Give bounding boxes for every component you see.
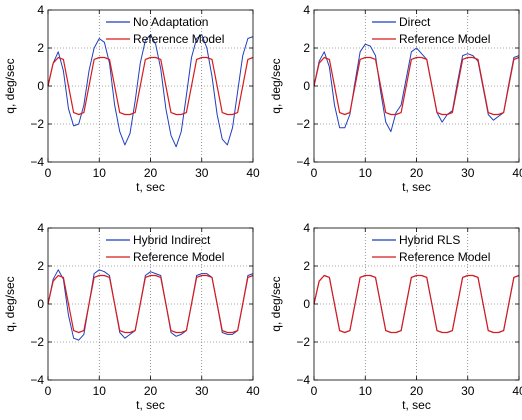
series-line-primary <box>47 34 254 148</box>
series-line-reference <box>47 274 254 334</box>
legend: No Adaptation Reference Model <box>106 15 224 46</box>
y-tick-label: 2 <box>303 41 310 55</box>
x-tick-label: 40 <box>512 166 522 180</box>
x-tick-label: 30 <box>461 166 475 180</box>
y-tick-label: −2 <box>30 335 44 349</box>
y-tick-label: 2 <box>37 41 44 55</box>
y-tick-label: −2 <box>296 117 310 131</box>
x-tick-label: 30 <box>195 384 209 398</box>
legend-label: Reference Model <box>399 32 490 46</box>
x-tick-label: 10 <box>359 166 373 180</box>
legend-label: No Adaptation <box>133 15 208 29</box>
y-tick-label: 2 <box>37 259 44 273</box>
x-tick-label: 40 <box>246 384 260 398</box>
x-tick-label: 20 <box>144 384 158 398</box>
y-tick-label: 0 <box>37 79 44 93</box>
legend: Hybrid RLS Reference Model <box>372 233 490 264</box>
y-tick-label: −4 <box>296 373 310 387</box>
y-axis-label: q, deg/sec <box>269 276 283 331</box>
legend: Hybrid Indirect Reference Model <box>106 233 224 264</box>
legend-label: Reference Model <box>133 32 224 46</box>
x-tick-label: 10 <box>359 384 373 398</box>
x-tick-label: 40 <box>246 166 260 180</box>
y-tick-label: 4 <box>37 221 44 235</box>
legend: Direct Reference Model <box>372 15 490 46</box>
y-tick-label: 4 <box>303 221 310 235</box>
x-tick-label: 20 <box>410 166 424 180</box>
y-tick-label: 4 <box>303 3 310 17</box>
x-tick-label: 10 <box>93 384 107 398</box>
y-axis-label: q, deg/sec <box>3 58 17 113</box>
legend-label: Hybrid Indirect <box>133 233 211 247</box>
x-axis-label: t, sec <box>136 398 165 412</box>
series-line-reference <box>47 56 254 116</box>
legend-label: Reference Model <box>133 250 224 264</box>
x-tick-label: 20 <box>144 166 158 180</box>
x-tick-label: 20 <box>410 384 424 398</box>
x-tick-label: 30 <box>461 384 475 398</box>
legend-label: Hybrid RLS <box>399 233 460 247</box>
x-tick-label: 30 <box>195 166 209 180</box>
y-tick-label: 0 <box>303 79 310 93</box>
series-line-reference <box>313 56 520 116</box>
x-axis-label: t, sec <box>136 180 165 194</box>
x-tick-label: 10 <box>93 166 107 180</box>
x-tick-label: 0 <box>45 384 52 398</box>
x-axis-label: t, sec <box>402 398 431 412</box>
legend-label: Reference Model <box>399 250 490 264</box>
legend-label: Direct <box>399 15 431 29</box>
y-tick-label: 0 <box>37 297 44 311</box>
y-axis-label: q, deg/sec <box>269 58 283 113</box>
x-axis-label: t, sec <box>402 180 431 194</box>
x-tick-label: 0 <box>45 166 52 180</box>
y-tick-label: −4 <box>30 373 44 387</box>
y-tick-label: −2 <box>30 117 44 131</box>
x-tick-label: 0 <box>311 166 318 180</box>
y-tick-label: −4 <box>30 155 44 169</box>
y-tick-label: −2 <box>296 335 310 349</box>
x-tick-label: 40 <box>512 384 522 398</box>
y-axis-label: q, deg/sec <box>3 276 17 331</box>
y-tick-label: 2 <box>303 259 310 273</box>
y-tick-label: 0 <box>303 297 310 311</box>
y-tick-label: −4 <box>296 155 310 169</box>
y-tick-label: 4 <box>37 3 44 17</box>
x-tick-label: 0 <box>311 384 318 398</box>
series-line-reference <box>313 274 520 334</box>
